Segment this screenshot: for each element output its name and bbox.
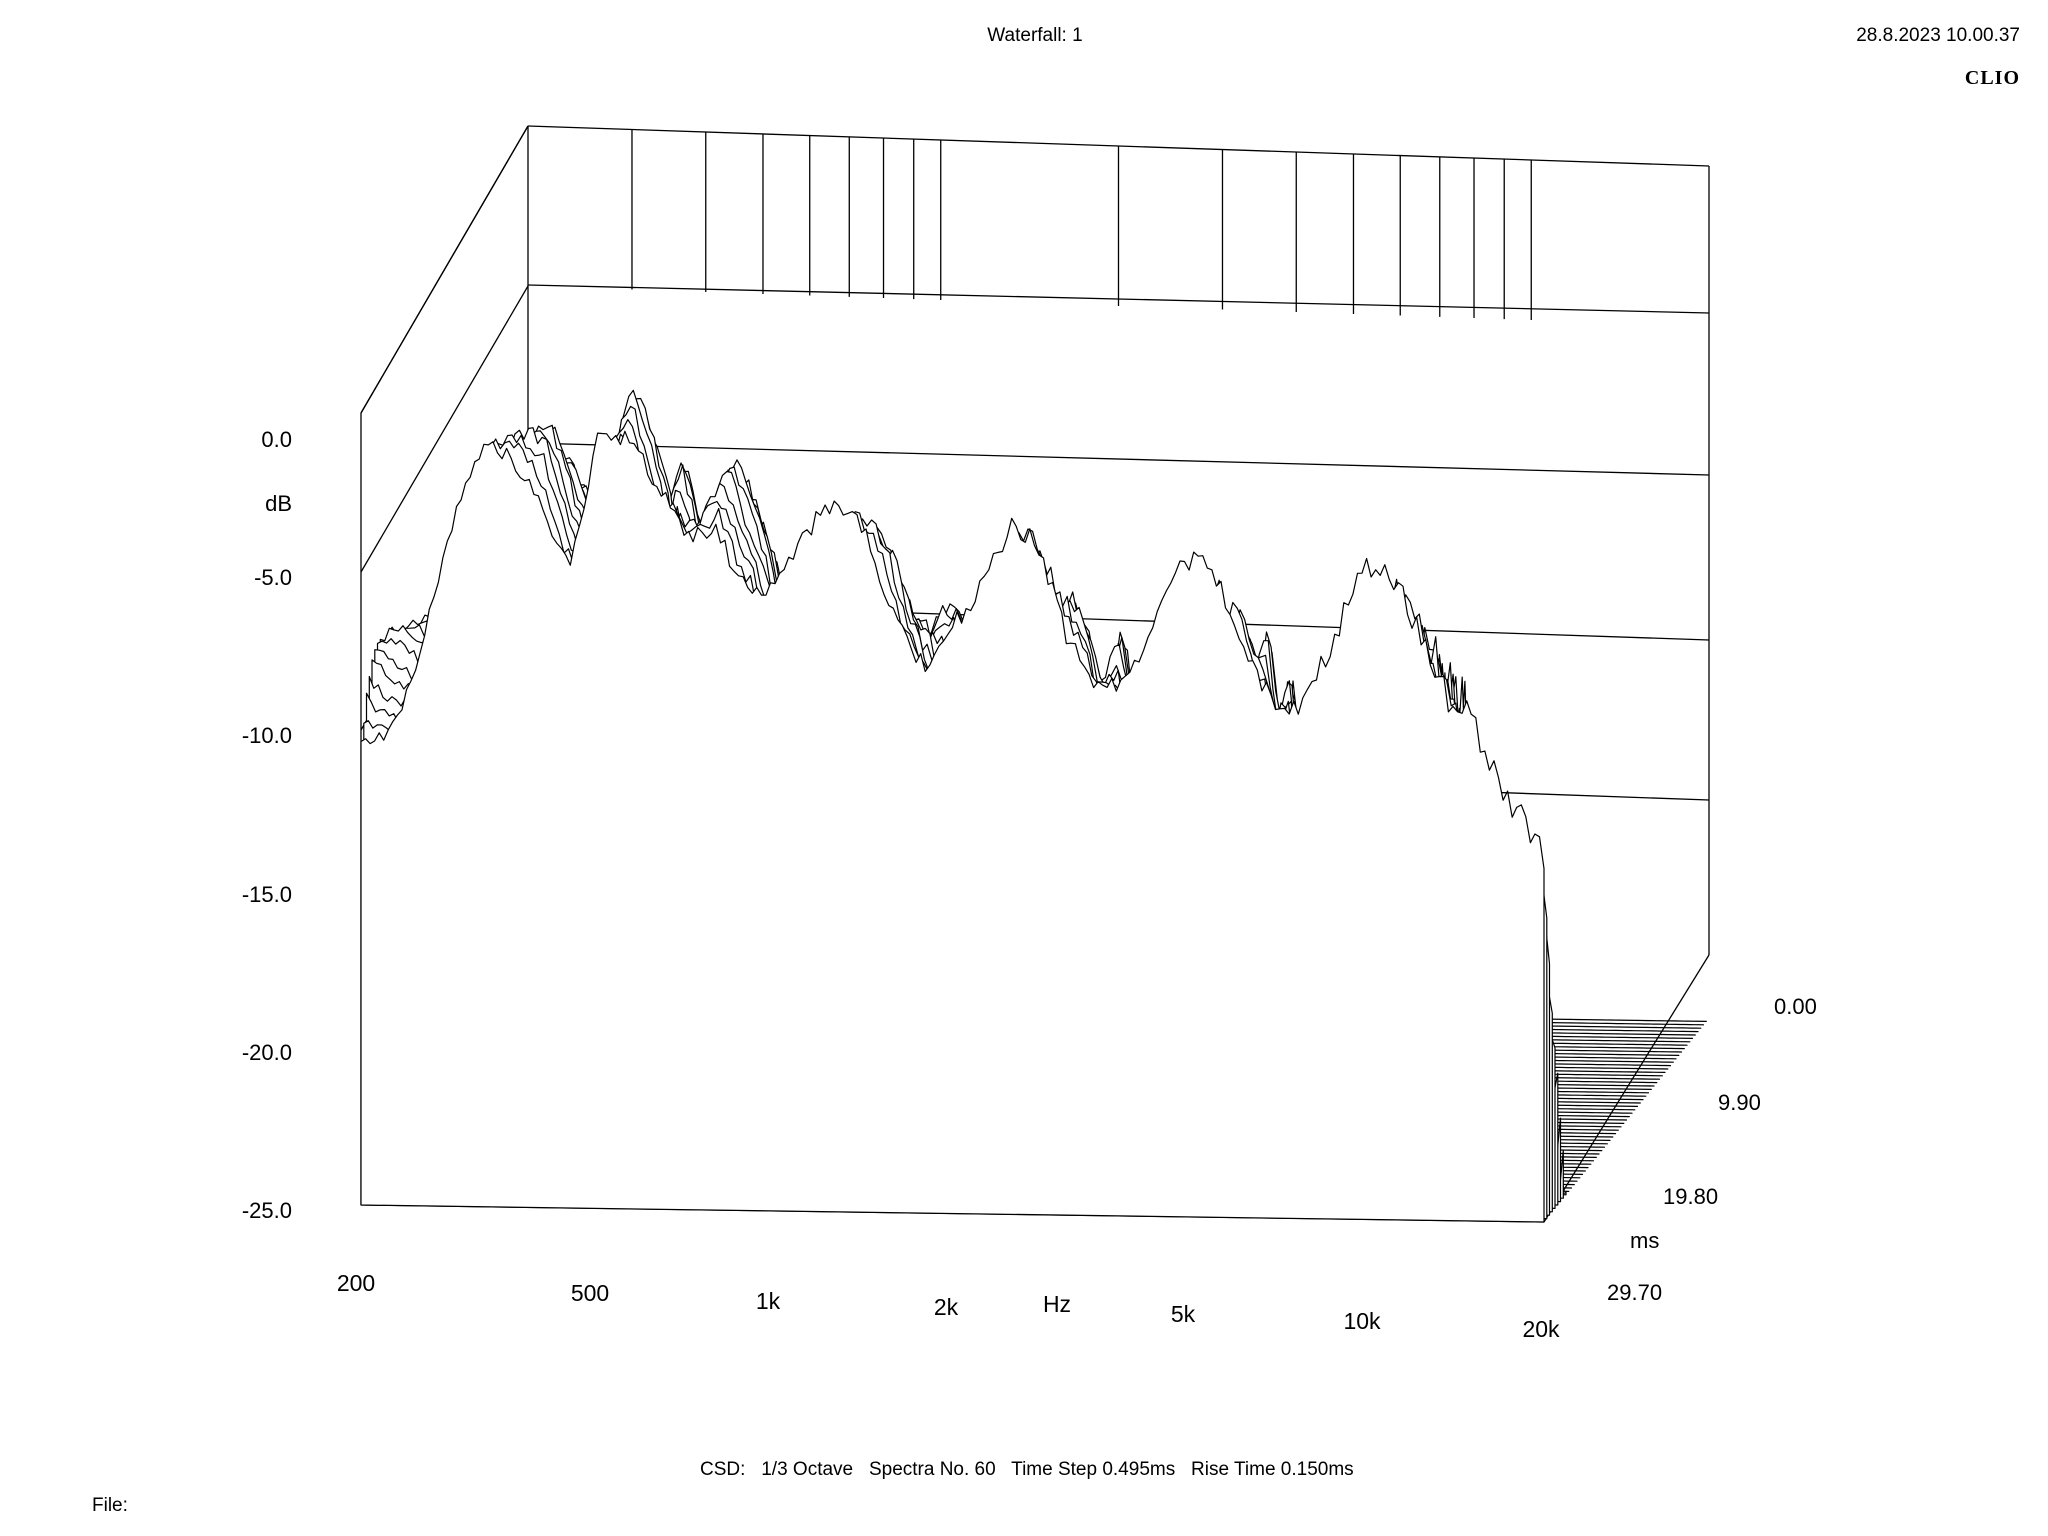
side-grid-0 [360, 125, 529, 414]
z-tick-label: 9.90 [1718, 1090, 1761, 1115]
measurement-settings: CSD: 1/3 Octave Spectra No. 60 Time Step… [700, 1459, 1354, 1480]
x-tick-label: 1k [755, 1288, 781, 1314]
z-tick-label: 0.00 [1774, 994, 1817, 1019]
side-grid-1 [360, 285, 529, 573]
brand-logo-text: CLIO [1964, 67, 2020, 89]
back-grid-h-1 [527, 442, 1710, 476]
x-tick-label: 500 [570, 1280, 610, 1306]
y-tick-label: -10.0 [241, 723, 292, 748]
x-axis-label: Hz [1042, 1291, 1072, 1317]
waterfall-slices [360, 389, 1707, 1223]
y-tick-label: -25.0 [241, 1198, 292, 1223]
x-tick-label: 5k [1170, 1301, 1196, 1327]
timestamp: 28.8.2023 10.00.37 [1856, 25, 2020, 46]
y-tick-label: -15.0 [241, 882, 292, 907]
y-tick-label: 0.0 [261, 427, 292, 452]
plot-frame [360, 125, 1710, 1223]
spectrum-slice-0 [360, 430, 1545, 1223]
y-tick-label: -5.0 [254, 565, 292, 590]
x-tick-label: 10k [1343, 1308, 1381, 1334]
z-tick-label: 19.80 [1663, 1184, 1719, 1209]
z-tick-label: 29.70 [1607, 1280, 1663, 1305]
x-tick-label: 2k [933, 1294, 959, 1320]
y-axis-label: dB [265, 491, 292, 516]
x-tick-label: 20k [1522, 1316, 1560, 1342]
chart-title: Waterfall: 1 [987, 25, 1083, 46]
x-tick-label: 200 [336, 1270, 376, 1296]
y-tick-label: -20.0 [241, 1040, 292, 1065]
file-label: File: [92, 1495, 128, 1516]
z-axis-label: ms [1630, 1228, 1660, 1253]
